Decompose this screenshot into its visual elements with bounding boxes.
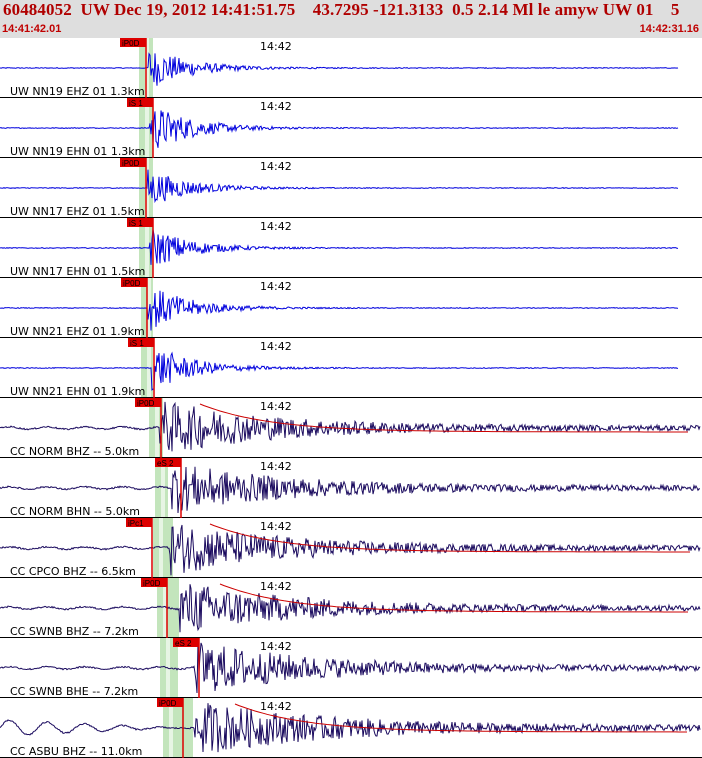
window-start-time: 14:41:42.01 — [2, 23, 62, 35]
waveform-trace — [0, 52, 679, 86]
waveform-trace — [0, 524, 701, 576]
time-tick-label: 14:42 — [260, 460, 292, 473]
phase-pick-box — [135, 398, 161, 407]
station-label: UW NN17 EHN 01 1.5km — [10, 265, 145, 278]
time-tick-label: 14:42 — [260, 40, 292, 53]
waveform-trace — [0, 466, 701, 514]
time-tick-label: 14:42 — [260, 400, 292, 413]
phase-pick-label: eS 2 — [175, 639, 192, 648]
station-label: UW NN21 EHZ 01 1.9km — [10, 325, 145, 338]
station-label: CC CPCO BHZ -- 6.5km — [10, 565, 136, 578]
coda-envelope — [199, 403, 688, 433]
phase-pick-box — [128, 338, 154, 347]
window-end-time: 14:42:31.16 — [639, 23, 699, 35]
station-label: CC NORM BHZ -- 5.0km — [10, 445, 139, 458]
time-tick-label: 14:42 — [260, 340, 292, 353]
time-tick-label: 14:42 — [260, 640, 292, 653]
time-tick-label: 14:42 — [260, 100, 292, 113]
station-label: CC SWNB BHZ -- 7.2km — [10, 625, 139, 638]
trace-panel: eS 2 14:42 CC SWNB BHE -- 7.2km — [0, 638, 702, 698]
phase-pick-label: iP0D — [123, 279, 141, 288]
phase-pick-box — [120, 158, 146, 167]
phase-pick-label: iP0D — [159, 699, 177, 708]
phase-pick-label: iS 1 — [130, 339, 144, 348]
phase-pick-box — [155, 458, 181, 467]
time-tick-label: 14:42 — [260, 700, 292, 713]
phase-pick-box — [157, 698, 183, 707]
trace-panel: iP0D 14:42 CC ASBU BHZ -- 11.0km — [0, 698, 702, 758]
time-tick-label: 14:42 — [260, 280, 292, 293]
phase-pick-box — [121, 278, 147, 287]
event-header: 60484052 UW Dec 19, 2012 14:41:51.75 43.… — [0, 0, 702, 38]
trace-panel: iP0D 14:42 UW NN21 EHZ 01 1.9km — [0, 278, 702, 338]
phase-pick-label: iS 1 — [129, 219, 143, 228]
phase-pick-label: iPc1 — [128, 519, 144, 528]
station-label: CC NORM BHN -- 5.0km — [10, 505, 140, 518]
phase-pick-box — [141, 578, 167, 587]
trace-panel: iS 1 14:42 UW NN19 EHN 01 1.3km — [0, 98, 702, 158]
trace-panel: iS 1 14:42 UW NN17 EHN 01 1.5km — [0, 218, 702, 278]
station-label: CC ASBU BHZ -- 11.0km — [10, 745, 142, 758]
coda-envelope — [234, 703, 687, 733]
phase-pick-box — [127, 98, 153, 107]
window-band-gap — [159, 518, 163, 578]
time-tick-label: 14:42 — [260, 160, 292, 173]
phase-pick-label: iP0D — [122, 39, 140, 48]
phase-pick-label: iS 1 — [129, 99, 143, 108]
trace-panel: iP0D 14:42 CC SWNB BHZ -- 7.2km — [0, 578, 702, 638]
waveform-trace — [0, 641, 701, 694]
waveform-trace — [0, 290, 678, 331]
waveform-trace — [0, 351, 679, 391]
waveform-trace — [0, 169, 678, 204]
time-tick-label: 14:42 — [260, 520, 292, 533]
window-band-gap — [161, 458, 165, 518]
coda-envelope — [209, 523, 690, 553]
phase-pick-label: iP0D — [137, 399, 155, 408]
station-label: UW NN17 EHZ 01 1.5km — [10, 205, 145, 218]
waveform-trace — [0, 401, 701, 452]
phase-pick-label: iP0D — [143, 579, 161, 588]
waveform-trace — [0, 584, 701, 633]
station-label: UW NN19 EHZ 01 1.3km — [10, 85, 145, 98]
coda-envelope — [219, 583, 688, 613]
trace-panel: iP0D 14:42 CC NORM BHZ -- 5.0km — [0, 398, 702, 458]
phase-pick-box — [127, 218, 153, 227]
waveform-trace — [0, 229, 679, 265]
trace-panel: iS 1 14:42 UW NN21 EHN 01 1.9km — [0, 338, 702, 398]
trace-panel: iP0D 14:42 UW NN17 EHZ 01 1.5km — [0, 158, 702, 218]
window-band-gap — [163, 578, 167, 638]
phase-pick-label: iP0D — [122, 159, 140, 168]
window-band-gap — [155, 398, 159, 458]
trace-panel: iP0D 14:42 UW NN19 EHZ 01 1.3km — [0, 38, 702, 98]
waveform-trace — [0, 110, 679, 148]
station-label: UW NN19 EHN 01 1.3km — [10, 145, 145, 158]
phase-pick-box — [126, 518, 152, 527]
waveform-trace — [0, 703, 701, 753]
phase-pick-box — [120, 38, 146, 47]
event-title: 60484052 UW Dec 19, 2012 14:41:51.75 43.… — [3, 0, 680, 19]
phase-pick-label: eS 2 — [157, 459, 174, 468]
time-tick-label: 14:42 — [260, 220, 292, 233]
trace-panel: iPc1 14:42 CC CPCO BHZ -- 6.5km — [0, 518, 702, 578]
station-label: CC SWNB BHE -- 7.2km — [10, 685, 138, 698]
trace-panel: eS 2 14:42 CC NORM BHN -- 5.0km — [0, 458, 702, 518]
station-label: UW NN21 EHN 01 1.9km — [10, 385, 145, 398]
phase-pick-box — [173, 638, 199, 647]
time-tick-label: 14:42 — [260, 580, 292, 593]
